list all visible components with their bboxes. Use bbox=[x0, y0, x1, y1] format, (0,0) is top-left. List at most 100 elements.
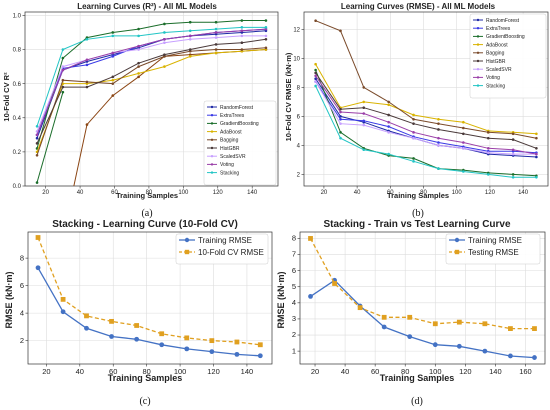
chart-a-legend-label: AdaBoost bbox=[220, 129, 242, 135]
chart-b-legend-marker bbox=[476, 18, 480, 22]
chart-a-series-7-point bbox=[214, 31, 218, 34]
chart-b-series-6-point bbox=[462, 147, 465, 150]
chart-c-ytick-label: 4 bbox=[20, 308, 24, 317]
chart-b-series-8-point bbox=[339, 136, 342, 140]
chart-d-title: Stacking - Train vs Test Learning Curve bbox=[323, 219, 511, 230]
chart-a-series-7-point bbox=[35, 133, 39, 137]
chart-c-legend: Training RMSE 10-Fold CV RMSE bbox=[175, 233, 269, 265]
chart-a-legend-label: Bagging bbox=[220, 138, 239, 144]
chart-a-series-1-point bbox=[85, 63, 89, 67]
chart-b-xtick-label: 20 bbox=[321, 190, 328, 196]
chart-b-xtick-label: 120 bbox=[485, 190, 496, 196]
chart-a-series-2-point bbox=[61, 56, 65, 60]
chart-b-xtick-label: 80 bbox=[420, 190, 427, 196]
chart-a-series-5-point bbox=[214, 43, 218, 46]
panel-c: Stacking - Learning Curve (10-Fold CV) T… bbox=[4, 219, 273, 407]
chart-a-legend-marker bbox=[210, 146, 214, 150]
chart-a-series-5-point bbox=[137, 61, 140, 65]
chart-a-series-4-point bbox=[137, 65, 140, 68]
chart-a-legend-label: ExtraTrees bbox=[220, 113, 245, 119]
chart-b-legend-marker bbox=[476, 27, 480, 30]
chart-a-xtick-label: 120 bbox=[213, 190, 224, 196]
chart-a-series-8-point bbox=[35, 124, 39, 128]
chart-d-series-1-point bbox=[432, 321, 438, 327]
chart-a-legend-marker bbox=[210, 163, 214, 166]
chart-a-series-6-point bbox=[264, 34, 268, 38]
chart-d-series-1-point bbox=[407, 314, 413, 320]
chart-a-series-8-point bbox=[85, 37, 89, 41]
chart-a-legend-label: ScaledSVR bbox=[220, 154, 246, 160]
chart-b-series-3-point bbox=[314, 62, 317, 66]
chart-c-data bbox=[35, 235, 263, 359]
chart-c-legend-label: Training RMSE bbox=[198, 236, 252, 245]
chart-b-series-6-point bbox=[412, 136, 415, 140]
chart-b-caption: (b) bbox=[412, 208, 424, 219]
chart-a-title: Learning Curves (R²) - All ML Models bbox=[77, 2, 217, 11]
chart-a-xtick-label: 100 bbox=[178, 190, 189, 196]
chart-c-legend-marker bbox=[184, 249, 190, 255]
chart-a-series-2-point bbox=[137, 27, 140, 31]
chart-d-xtick-label: 100 bbox=[429, 367, 442, 376]
chart-c-caption: (c) bbox=[139, 396, 150, 407]
chart-b-series-2-point bbox=[314, 68, 317, 72]
chart-a-series-2-point bbox=[188, 20, 192, 24]
chart-d-legend-label: Training RMSE bbox=[468, 236, 522, 245]
chart-a-series-2-line bbox=[36, 20, 266, 149]
chart-c-xtick-label: 60 bbox=[109, 367, 117, 376]
chart-c-series-1-point bbox=[159, 331, 165, 337]
chart-b-series-7-point bbox=[339, 110, 342, 114]
chart-b-legend-marker bbox=[476, 84, 480, 87]
panel-b: Learning Curves (RMSE) - All ML Models T… bbox=[284, 2, 549, 219]
chart-a-series-7-line bbox=[36, 28, 267, 135]
chart-d-series-1-line bbox=[309, 238, 535, 330]
chart-a-series-3-point bbox=[188, 55, 192, 58]
chart-d-series-1-point bbox=[456, 319, 462, 325]
chart-a-data bbox=[35, 19, 268, 186]
chart-b-legend-label: AdaBoost bbox=[486, 42, 508, 48]
chart-c-legend-box bbox=[175, 233, 269, 265]
chart-a-legend-marker bbox=[210, 155, 214, 158]
chart-d-series-1-point bbox=[532, 326, 537, 331]
chart-d-xtick-label: 80 bbox=[401, 367, 409, 376]
chart-a-legend-marker bbox=[210, 171, 214, 174]
chart-c-series-1-point bbox=[209, 338, 215, 344]
chart-b-series-2-point bbox=[412, 157, 415, 160]
chart-a-legend-label: Voting bbox=[220, 162, 234, 168]
chart-a-series-3-line bbox=[36, 49, 267, 153]
chart-a-series-6-line bbox=[36, 35, 266, 132]
chart-c-title: Stacking - Learning Curve (10-Fold CV) bbox=[52, 219, 238, 230]
chart-a-series-8-point bbox=[240, 26, 244, 29]
chart-c-series-1-point bbox=[134, 323, 140, 328]
chart-b-series-4-point bbox=[437, 122, 440, 125]
chart-b-series-3-point bbox=[412, 113, 415, 117]
chart-d-ytick-label: 1 bbox=[292, 346, 296, 355]
chart-b-frame bbox=[303, 11, 549, 187]
chart-b-series-4-point bbox=[387, 100, 390, 104]
chart-b-series-4-line bbox=[315, 20, 537, 139]
chart-b-ytick-label: 10 bbox=[293, 57, 300, 63]
chart-a-series-2-point bbox=[240, 19, 244, 22]
chart-b-series-6-point bbox=[511, 152, 515, 156]
chart-a-legend-label: RandomForest bbox=[220, 105, 254, 111]
chart-b-series-7-point bbox=[412, 131, 415, 134]
chart-a-plot: 20 40 60 80 100 120 140 0.0 0.2 0.4 0.6 0.8 1.0 Rando… bbox=[13, 11, 279, 196]
chart-b-series-4-point bbox=[486, 131, 490, 134]
chart-b-series-7-point bbox=[486, 147, 490, 150]
chart-c-frame bbox=[27, 231, 273, 365]
chart-a-series-6-point bbox=[214, 36, 218, 39]
chart-b-series-4-point bbox=[412, 118, 415, 121]
chart-b-legend-marker bbox=[476, 68, 480, 71]
chart-a-series-8-point bbox=[111, 34, 115, 38]
chart-a-legend: RandomForest ExtraTrees GradientBoosting Ad… bbox=[203, 100, 277, 186]
chart-b-series-6-point bbox=[339, 122, 342, 125]
chart-c-ytick-label: 6 bbox=[20, 281, 24, 290]
chart-b-series-8-point bbox=[412, 160, 415, 163]
chart-a-ytick-label: 1.0 bbox=[13, 14, 22, 20]
panel-d: Stacking - Train vs Test Learning Curve … bbox=[276, 219, 546, 407]
chart-a-xtick-label: 60 bbox=[111, 190, 118, 196]
chart-a-xtick-label: 140 bbox=[247, 190, 258, 196]
chart-a-series-4-point bbox=[111, 82, 115, 85]
chart-b-ytick-label: 6 bbox=[297, 115, 301, 121]
chart-d-caption: (d) bbox=[411, 396, 423, 407]
